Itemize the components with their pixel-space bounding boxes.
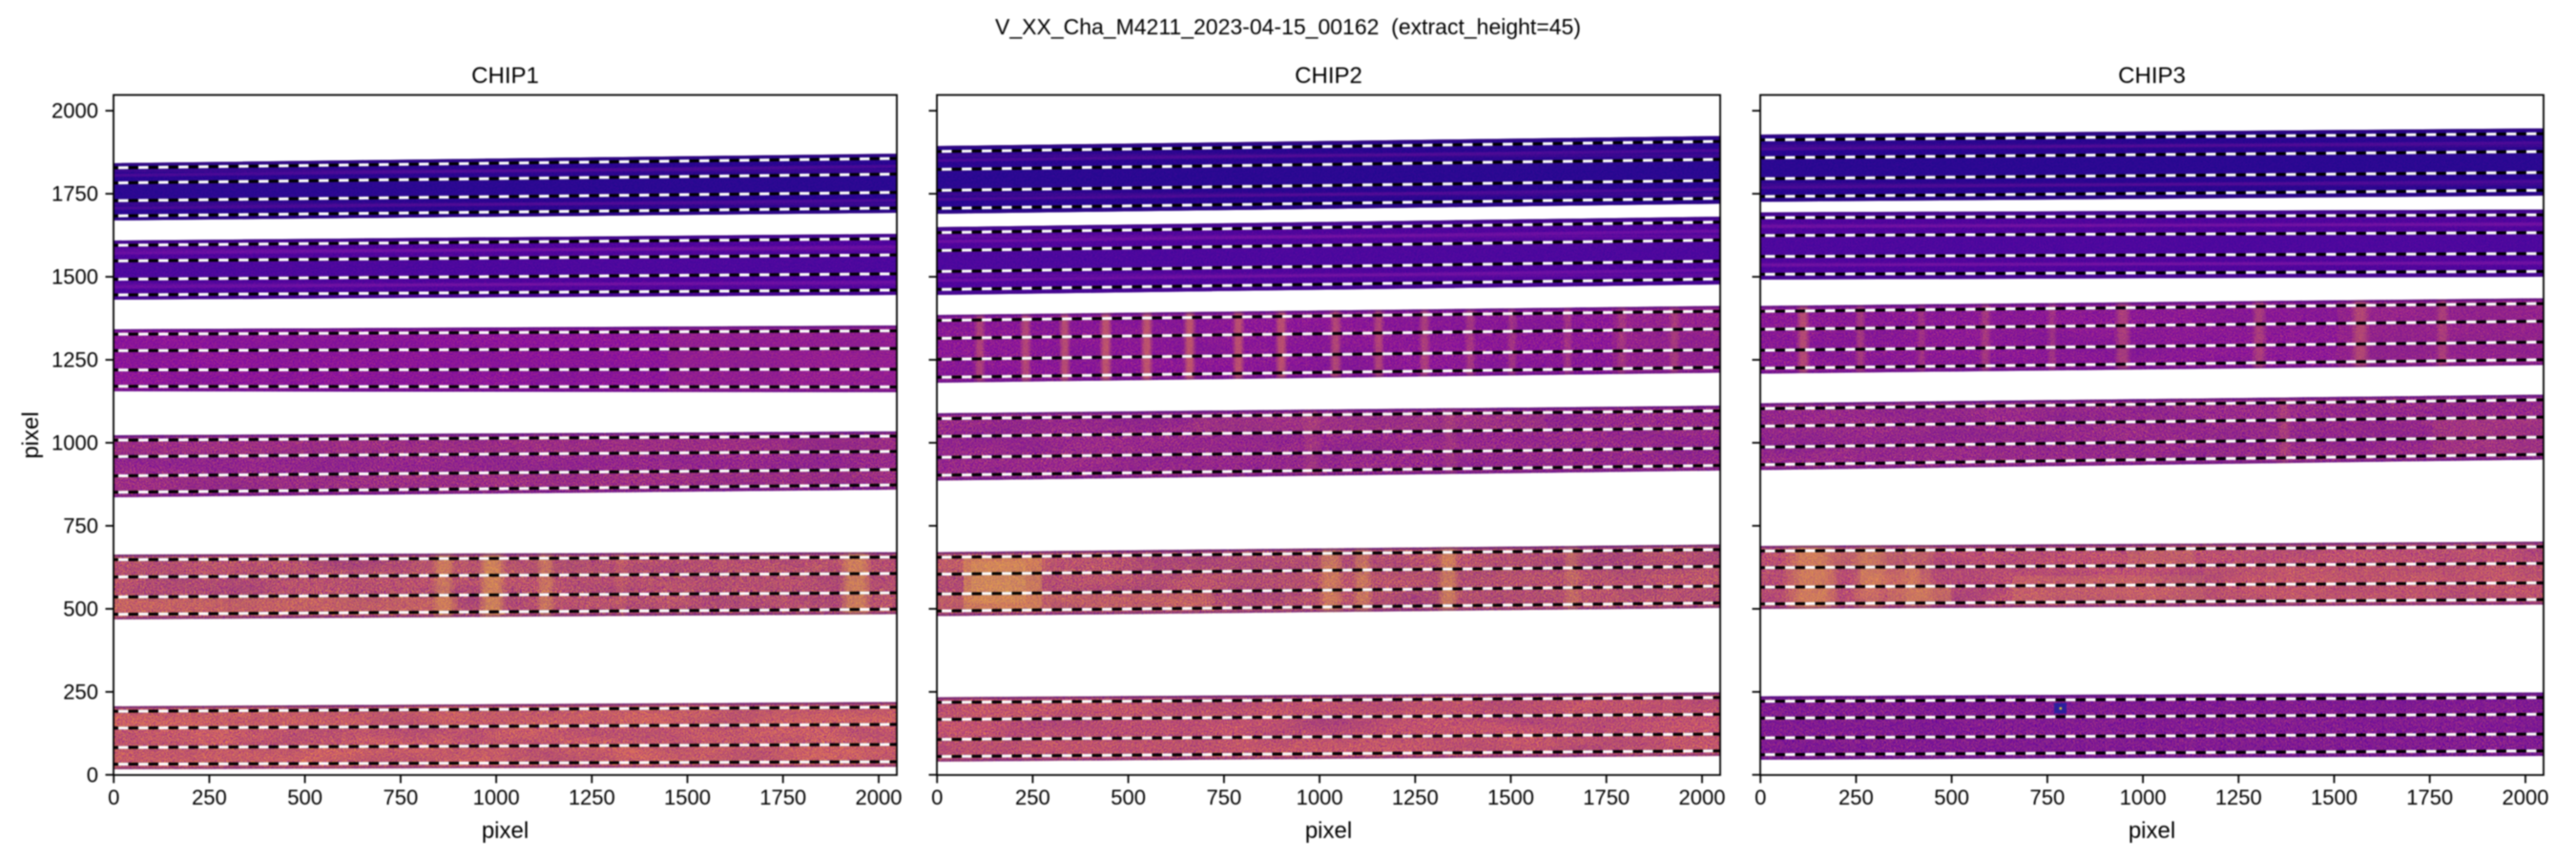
- svg-text:2000: 2000: [1679, 786, 1726, 809]
- svg-text:750: 750: [2030, 786, 2066, 809]
- svg-text:V_XX_Cha_M4211_2023-04-15_0016: V_XX_Cha_M4211_2023-04-15_00162 (extract…: [995, 14, 1581, 39]
- svg-text:250: 250: [1015, 786, 1050, 809]
- svg-text:750: 750: [1207, 786, 1242, 809]
- svg-text:1750: 1750: [759, 786, 806, 809]
- svg-text:CHIP2: CHIP2: [1295, 63, 1362, 89]
- svg-text:500: 500: [287, 786, 322, 809]
- svg-text:500: 500: [1111, 786, 1146, 809]
- svg-text:1250: 1250: [569, 786, 615, 809]
- svg-text:1000: 1000: [473, 786, 520, 809]
- svg-text:750: 750: [63, 513, 98, 537]
- svg-text:0: 0: [931, 786, 943, 809]
- svg-text:1750: 1750: [2406, 786, 2453, 809]
- svg-text:1250: 1250: [2215, 786, 2262, 809]
- svg-text:pixel: pixel: [18, 411, 44, 458]
- svg-text:1500: 1500: [1487, 786, 1534, 809]
- svg-text:CHIP3: CHIP3: [2118, 63, 2186, 89]
- svg-text:0: 0: [87, 763, 98, 786]
- svg-text:pixel: pixel: [1305, 818, 1352, 844]
- svg-text:750: 750: [384, 786, 419, 809]
- svg-text:250: 250: [63, 680, 98, 703]
- svg-text:1500: 1500: [2311, 786, 2358, 809]
- svg-text:CHIP1: CHIP1: [471, 63, 539, 89]
- svg-text:1000: 1000: [2120, 786, 2167, 809]
- svg-text:250: 250: [1839, 786, 1874, 809]
- svg-text:1500: 1500: [664, 786, 711, 809]
- svg-text:1250: 1250: [52, 348, 98, 372]
- svg-text:pixel: pixel: [2129, 818, 2175, 844]
- svg-text:1500: 1500: [52, 265, 98, 289]
- svg-text:0: 0: [1755, 786, 1766, 809]
- svg-text:1250: 1250: [1392, 786, 1439, 809]
- svg-text:1000: 1000: [1297, 786, 1343, 809]
- svg-text:1000: 1000: [52, 430, 98, 454]
- svg-text:1750: 1750: [1583, 786, 1630, 809]
- svg-text:500: 500: [63, 597, 98, 620]
- svg-text:pixel: pixel: [482, 818, 529, 844]
- svg-text:0: 0: [108, 786, 119, 809]
- svg-text:2000: 2000: [856, 786, 903, 809]
- svg-text:500: 500: [1934, 786, 1969, 809]
- svg-text:2000: 2000: [2503, 786, 2549, 809]
- svg-text:2000: 2000: [52, 99, 98, 123]
- svg-text:1750: 1750: [52, 182, 98, 206]
- svg-text:250: 250: [192, 786, 227, 809]
